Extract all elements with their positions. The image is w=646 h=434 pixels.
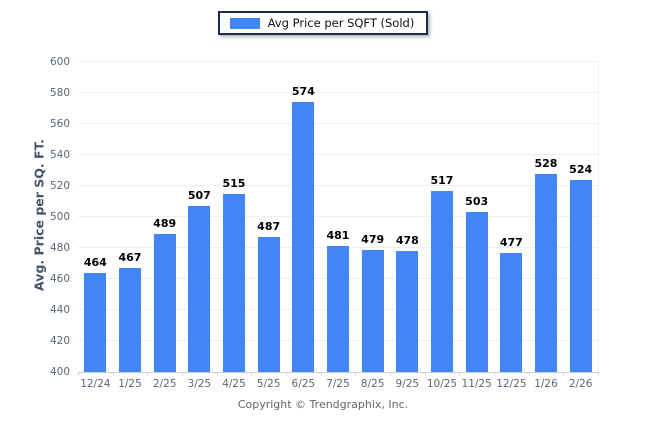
- bar: [361, 249, 384, 372]
- y-tick-label: 500: [49, 211, 70, 223]
- bar-value-label: 524: [569, 162, 593, 176]
- bar-value-label: 464: [83, 255, 107, 269]
- y-axis-tick-labels: 400 420 440 460 480 500 520 540 560 580 600: [0, 56, 78, 378]
- gridline: [78, 216, 598, 217]
- bar-value-label: 507: [187, 189, 211, 203]
- gridline: [78, 123, 598, 124]
- bar: [257, 237, 280, 372]
- x-tick-label: 3/25: [187, 378, 212, 390]
- x-axis-tick-mark: [182, 373, 183, 376]
- bar-value-label: 489: [153, 217, 177, 231]
- x-axis-tick-mark: [598, 373, 599, 376]
- y-tick-label: 440: [49, 304, 70, 316]
- x-tick-label: 4/25: [222, 378, 246, 390]
- bar-value-label: 478: [395, 234, 419, 248]
- bar: [153, 234, 176, 372]
- x-tick-label: 9/25: [395, 378, 420, 390]
- bar: [535, 173, 557, 372]
- x-tick-label: 11/25: [461, 378, 492, 390]
- y-tick-label: 520: [49, 180, 70, 192]
- bar: [84, 272, 107, 372]
- x-tick-label: 2/26: [568, 378, 593, 390]
- bar: [119, 268, 141, 372]
- bar: [327, 246, 349, 372]
- y-tick-label: 420: [49, 335, 70, 347]
- y-tick-label: 560: [49, 118, 70, 130]
- bar: [569, 179, 592, 372]
- y-tick-label: 600: [49, 56, 70, 68]
- x-tick-label: 7/25: [326, 378, 350, 390]
- gridline: [78, 185, 598, 186]
- bar-value-label: 481: [326, 229, 350, 243]
- x-axis-tick-mark: [251, 373, 253, 376]
- x-axis-tick-mark: [355, 373, 357, 376]
- x-axis-tick-mark: [563, 373, 565, 376]
- bar: [292, 102, 315, 372]
- bar-value-label: 517: [430, 173, 454, 187]
- bar-value-label: 487: [257, 220, 281, 234]
- x-axis-tick-mark: [216, 373, 218, 376]
- y-tick-label: 540: [49, 149, 70, 161]
- x-tick-label: 5/25: [256, 378, 281, 390]
- x-tick-label: 12/25: [496, 378, 527, 390]
- legend-label: Avg Price per SQFT (Sold): [267, 16, 415, 30]
- x-tick-label: 1/26: [534, 378, 558, 390]
- legend: Avg Price per SQFT (Sold): [217, 11, 429, 35]
- x-axis-tick-mark: [320, 373, 322, 376]
- bar-value-label: 467: [118, 251, 142, 265]
- legend-swatch: [229, 17, 260, 29]
- x-tick-label: 12/24: [80, 378, 111, 390]
- bar: [223, 193, 245, 372]
- y-tick-label: 580: [49, 87, 70, 99]
- x-axis-tick-mark: [286, 373, 287, 376]
- bar: [431, 190, 453, 372]
- x-tick-label: 6/25: [291, 378, 316, 390]
- x-axis-tick-mark: [424, 373, 426, 376]
- bar-value-label: 503: [465, 195, 489, 209]
- bar-value-label: 515: [222, 176, 246, 190]
- x-axis-tick-mark: [459, 373, 461, 376]
- bar: [396, 251, 419, 372]
- x-axis-tick-mark: [528, 373, 530, 376]
- x-tick-label: 1/25: [118, 378, 142, 390]
- y-tick-label: 480: [49, 242, 70, 254]
- bar-value-label: 477: [499, 235, 523, 249]
- gridline: [78, 61, 598, 62]
- bar: [465, 212, 488, 372]
- bar-value-label: 479: [361, 232, 385, 246]
- x-tick-label: 10/25: [426, 378, 458, 390]
- plot-area: 464 467 489 507 515 487 574 481 479 478 517 503 477 5…: [78, 61, 599, 373]
- bar-value-label: 574: [291, 85, 315, 99]
- x-axis-labels: 12/24 1/25 2/25 3/25 4/25 5/25 6/25 7/25 8/25 9/2…: [78, 378, 598, 394]
- x-axis-tick-mark: [494, 373, 495, 376]
- gridline: [78, 154, 598, 155]
- x-axis-tick-mark: [78, 373, 79, 376]
- x-tick-label: 8/25: [360, 378, 385, 390]
- copyright-text: Copyright © Trendgraphix, Inc.: [237, 398, 409, 411]
- y-tick-label: 400: [49, 366, 70, 378]
- y-tick-label: 460: [49, 273, 70, 285]
- bar: [500, 252, 523, 372]
- bar-value-label: 528: [534, 156, 558, 170]
- gridline: [78, 92, 598, 93]
- x-tick-label: 2/25: [152, 378, 177, 390]
- x-axis-tick-mark: [112, 373, 114, 376]
- x-axis-tick-mark: [390, 373, 391, 376]
- bar: [188, 206, 211, 372]
- x-axis-tick-mark: [147, 373, 149, 376]
